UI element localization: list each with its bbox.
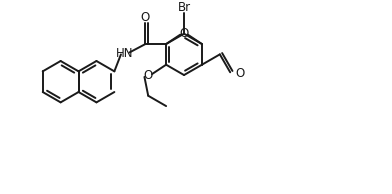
Text: O: O [235, 67, 244, 80]
Text: O: O [141, 11, 150, 24]
Text: O: O [143, 68, 153, 81]
Text: O: O [180, 27, 189, 40]
Text: Br: Br [178, 1, 191, 14]
Text: HN: HN [116, 47, 133, 60]
